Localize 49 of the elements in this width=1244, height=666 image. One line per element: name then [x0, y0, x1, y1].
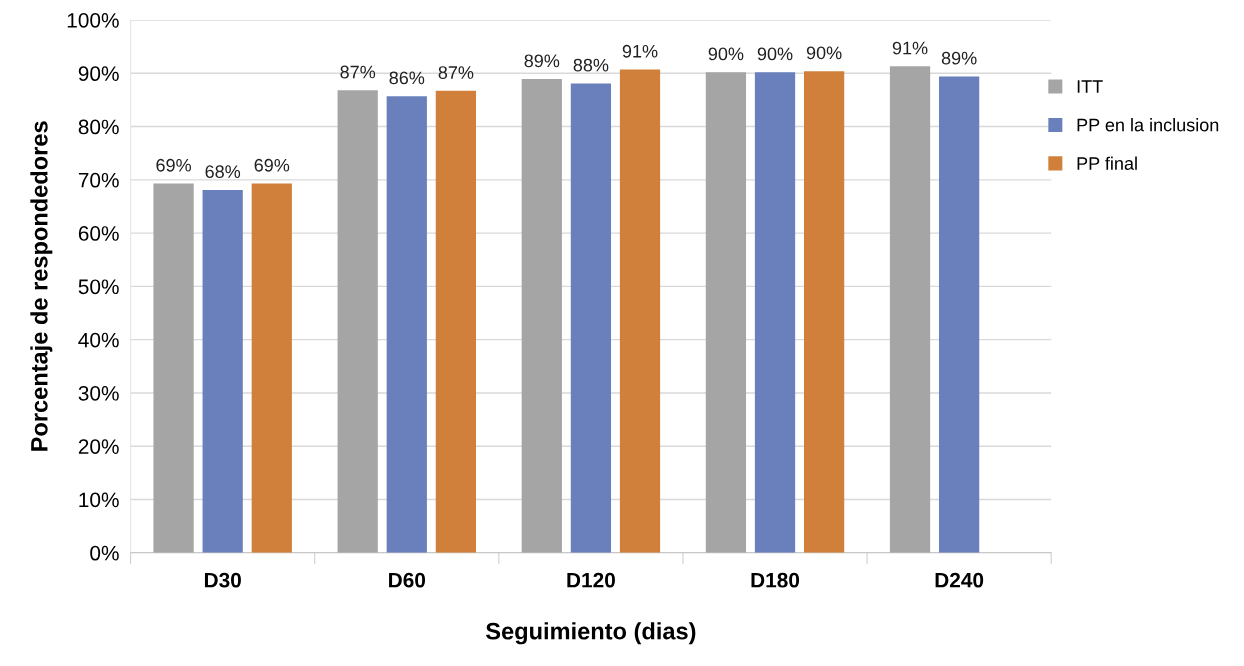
bar [251, 183, 292, 553]
x-tick-label: D30 [204, 572, 241, 588]
y-tick-label: 80% [78, 119, 119, 135]
y-tick-label: 60% [78, 226, 119, 241]
data-label: 87% [340, 65, 376, 79]
data-label: 91% [892, 41, 928, 55]
x-tick-label: D240 [935, 572, 984, 588]
data-label: 69% [254, 158, 290, 172]
x-tick-label: D60 [389, 572, 426, 588]
data-label: 89% [524, 54, 560, 68]
bar [386, 96, 427, 553]
legend-label: ITT [1077, 80, 1103, 93]
y-tick-label: 100% [67, 12, 119, 28]
y-tick-label: 70% [78, 172, 119, 188]
data-label: 88% [573, 58, 609, 72]
y-tick-label: 20% [78, 439, 119, 454]
data-label: 90% [708, 47, 744, 61]
y-axis-title: Porcentaje de respondedores [30, 121, 53, 451]
bar [889, 66, 931, 553]
x-axis-title: Seguimiento (dias) [485, 622, 696, 645]
data-label: 89% [941, 51, 977, 65]
data-label: 86% [389, 71, 425, 85]
x-tick-label: D180 [751, 572, 800, 588]
y-tick-label: 0% [90, 545, 119, 561]
data-label: 87% [438, 66, 474, 79]
bar [337, 90, 378, 553]
bar [570, 83, 612, 553]
data-label: 90% [806, 46, 842, 60]
bar [435, 90, 477, 553]
y-tick-label: 90% [78, 66, 119, 82]
legend-label: PP final [1077, 156, 1137, 170]
y-tick-label: 50% [78, 279, 119, 295]
data-label: 69% [156, 158, 192, 172]
bar [705, 72, 747, 553]
data-label: 91% [622, 44, 658, 58]
x-tick-label: D120 [567, 572, 615, 588]
bar [803, 71, 845, 553]
bar [202, 189, 243, 553]
legend-label: PP en la inclusion [1077, 118, 1219, 132]
y-tick-label: 40% [78, 332, 119, 348]
y-tick-label: 30% [78, 385, 119, 401]
y-tick-label: 10% [79, 492, 119, 508]
bar [153, 183, 194, 553]
bar [754, 72, 796, 553]
bar [619, 69, 661, 553]
data-label: 68% [205, 165, 241, 179]
bar [521, 79, 562, 553]
bar [938, 76, 980, 553]
data-label: 90% [757, 47, 793, 61]
